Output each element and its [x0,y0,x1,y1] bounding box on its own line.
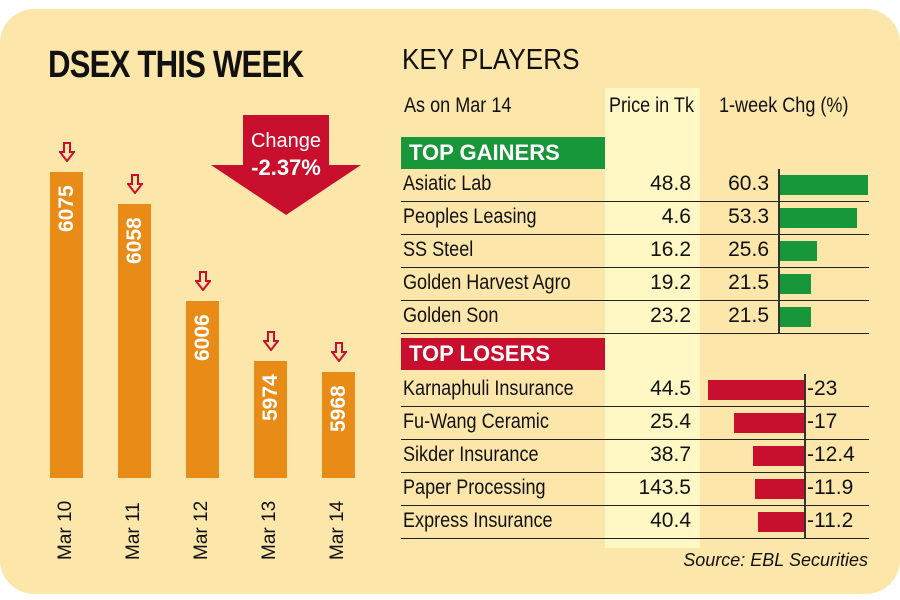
price-value: 4.6 [661,205,691,228]
bar [254,360,287,478]
company-name: Karnaphuli Insurance [403,377,574,400]
company-name: Golden Harvest Agro [403,271,571,294]
change-bar [779,274,811,294]
x-tick-label: Mar 10 [55,500,76,560]
bar-axis [778,235,780,268]
table-row: Karnaphuli Insurance 44.5 -23 [401,374,869,407]
change-bar [752,446,805,466]
change-bar [779,208,858,228]
down-arrow-icon [331,342,347,363]
bar-value-label: 5968 [327,385,350,433]
bar-value-label: 6058 [123,217,146,264]
price-value: 143.5 [638,476,691,499]
table-title: KEY PLAYERS [402,44,580,76]
change-value: -17 [807,410,838,433]
table-row: Golden Son 23.2 21.5 [401,301,869,334]
x-tick-label: Mar 13 [259,500,280,560]
down-arrow-icon [195,271,211,292]
change-value: 60.3 [728,172,769,195]
change-arrow-icon [211,115,361,215]
down-arrow-icon [59,142,75,162]
down-arrow-icon [127,173,143,194]
price-value: 25.4 [650,410,691,433]
bar-value-label: 6075 [55,185,78,232]
bar-axis [804,473,806,506]
bar [186,301,219,478]
bar-axis [778,268,780,301]
table-row: SS Steel 16.2 25.6 [401,235,869,268]
company-name: Golden Son [403,304,499,327]
bar-axis [804,374,806,407]
change-value: 21.5 [728,304,769,327]
x-tick-label: Mar 12 [191,500,212,560]
header-date: As on Mar 14 [404,94,512,117]
change-value: -11.2 [807,509,854,532]
table-row: Fu-Wang Ceramic 25.4 -17 [401,407,869,440]
company-name: Asiatic Lab [403,172,492,195]
company-name: Peoples Leasing [403,205,537,228]
table-row: Express Insurance 40.4 -11.2 [401,506,869,539]
bar-value-label: 6006 [191,314,214,362]
price-column-highlight [605,88,700,548]
change-value: 21.5 [728,271,769,294]
company-name: Express Insurance [403,509,553,532]
table-row: Peoples Leasing 4.6 53.3 [401,202,869,235]
bar [322,372,355,478]
change-value: -2.37% [251,155,321,180]
table-row: Golden Harvest Agro 19.2 21.5 [401,268,869,301]
change-bar [779,307,811,327]
price-value: 19.2 [650,271,691,294]
price-value: 38.7 [650,443,691,466]
change-bar [757,512,805,532]
change-value: -12.4 [807,443,855,466]
bar [118,203,151,478]
company-name: Fu-Wang Ceramic [403,410,549,433]
change-value: 53.3 [728,205,769,228]
change-value: 25.6 [728,238,769,261]
change-value: -11.9 [807,476,854,499]
table-row: Sikder Insurance 38.7 -12.4 [401,440,869,473]
bar-axis [804,506,806,539]
bar [50,172,83,478]
price-value: 23.2 [650,304,691,327]
bar-axis [804,440,806,473]
down-arrow-icon [263,330,279,351]
bar-value-label: 5974 [259,374,282,421]
price-value: 48.8 [650,172,691,195]
header-change: 1-week Chg (%) [719,94,849,117]
bar-axis [778,169,780,202]
header-price: Price in Tk [609,94,694,117]
source-note: Source: EBL Securities [683,550,868,570]
bar-axis [778,202,780,235]
change-bar [779,175,868,195]
company-name: Sikder Insurance [403,443,539,466]
bar-axis [778,301,780,334]
price-value: 44.5 [650,377,691,400]
change-bar [708,380,805,400]
company-name: SS Steel [403,238,474,261]
change-bar [733,413,805,433]
x-tick-label: Mar 11 [123,502,144,560]
table-row: Paper Processing 143.5 -11.9 [401,473,869,506]
change-bar [779,241,817,261]
company-name: Paper Processing [403,476,546,499]
price-value: 40.4 [650,509,691,532]
gainers-header: TOP GAINERS [401,137,605,169]
losers-header: TOP LOSERS [401,338,605,370]
price-value: 16.2 [650,238,691,261]
bar-axis [804,407,806,440]
change-label: Change [250,130,322,152]
x-tick-label: Mar 14 [327,500,348,560]
chart-title: DSEX THIS WEEK [48,44,304,86]
change-value: -23 [807,377,838,400]
table-row: Asiatic Lab 48.8 60.3 [401,169,869,202]
change-bar [755,479,805,499]
